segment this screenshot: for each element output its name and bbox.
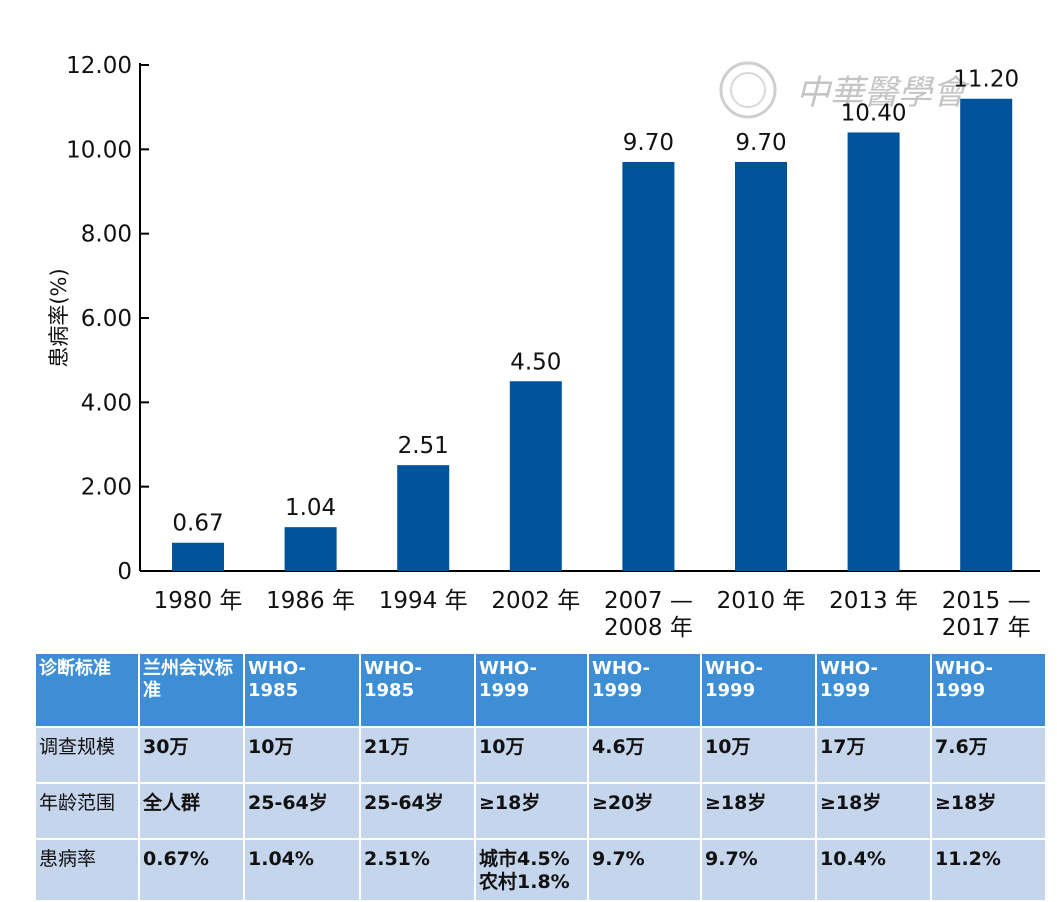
y-tick-label: 2.00 [81, 475, 132, 501]
table-header-row: 诊断标准 兰州会议标准 WHO-1985 WHO-1985 WHO-1999 W… [36, 654, 1045, 726]
header-cell: WHO-1999 [817, 654, 930, 726]
row-label: 患病率 [36, 840, 138, 900]
table-row: 患病率 0.67% 1.04% 2.51% 城市4.5% 农村1.8% 9.7%… [36, 840, 1045, 900]
x-tick-label: 2002 年 [491, 588, 580, 614]
table-cell: 城市4.5% 农村1.8% [476, 840, 587, 900]
axes: 0 2.00 4.00 6.00 8.00 10.00 12.00 [66, 53, 1040, 585]
watermark: 中華醫學會 [719, 61, 971, 119]
table-cell: ≥18岁 [702, 784, 815, 838]
y-tick-label: 6.00 [81, 306, 132, 332]
row-label: 年龄范围 [36, 784, 138, 838]
data-label: 2.51 [398, 433, 449, 459]
data-label: 4.50 [510, 349, 561, 375]
table-cell: ≥18岁 [476, 784, 587, 838]
x-tick-label: 1980 年 [154, 588, 243, 614]
data-label: 1.04 [285, 495, 336, 521]
y-tick-label: 0 [117, 559, 132, 585]
x-tick-label: 2013 年 [829, 588, 918, 614]
table-cell: 全人群 [140, 784, 243, 838]
header-cell: 兰州会议标准 [140, 654, 243, 726]
header-cell: WHO-1999 [589, 654, 700, 726]
table-cell: ≥18岁 [932, 784, 1045, 838]
bar [960, 98, 1013, 571]
bar [847, 132, 900, 571]
data-labels: 0.67 1.04 2.51 4.50 9.70 9.70 10.40 11.20 [172, 67, 1019, 537]
header-cell: WHO-1985 [245, 654, 359, 726]
table-cell: 10万 [476, 728, 587, 782]
table-cell: 2.51% [361, 840, 474, 900]
watermark-seal-icon [719, 61, 777, 119]
table-cell: 0.67% [140, 840, 243, 900]
header-cell: 诊断标准 [36, 654, 138, 726]
header-cell: WHO-1999 [702, 654, 815, 726]
data-label: 11.20 [953, 67, 1019, 93]
header-cell: WHO-1985 [361, 654, 474, 726]
x-tick-label: 1986 年 [266, 588, 355, 614]
table-cell: 11.2% [932, 840, 1045, 900]
bar [172, 542, 224, 571]
data-label: 9.70 [735, 130, 786, 156]
data-label: 9.70 [623, 130, 674, 156]
table-cell: 17万 [817, 728, 930, 782]
table-cell: 10.4% [817, 840, 930, 900]
table-row: 年龄范围 全人群 25-64岁 25-64岁 ≥18岁 ≥20岁 ≥18岁 ≥1… [36, 784, 1045, 838]
header-cell: WHO-1999 [476, 654, 587, 726]
x-tick-label: 2010 年 [717, 588, 806, 614]
table-cell: ≥20岁 [589, 784, 700, 838]
criteria-table: 诊断标准 兰州会议标准 WHO-1985 WHO-1985 WHO-1999 W… [34, 652, 1047, 902]
y-axis-title: 患病率(%) [47, 268, 71, 367]
y-axis-title-group: 患病率(%) [47, 268, 71, 367]
bar [284, 527, 337, 571]
table-cell: 9.7% [589, 840, 700, 900]
table-cell: ≥18岁 [817, 784, 930, 838]
x-tick-label: 1994 年 [379, 588, 468, 614]
y-tick-label: 8.00 [81, 222, 132, 248]
x-tick-label: 2007 —2008 年 [604, 588, 693, 641]
bar-chart: 中華醫學會 0 2.00 4.00 6.00 8.00 10.00 12.00 0.67 1.… [47, 53, 1040, 641]
header-cell: WHO-1999 [932, 654, 1045, 726]
table-cell: 25-64岁 [245, 784, 359, 838]
y-tick-label: 10.00 [66, 137, 132, 163]
table-cell: 25-64岁 [361, 784, 474, 838]
table-cell: 9.7% [702, 840, 815, 900]
table-row: 调查规模 30万 10万 21万 10万 4.6万 10万 17万 7.6万 [36, 728, 1045, 782]
y-tick-label: 12.00 [66, 53, 132, 79]
table-cell: 7.6万 [932, 728, 1045, 782]
table-cell: 30万 [140, 728, 243, 782]
row-label: 调查规模 [36, 728, 138, 782]
watermark-text: 中華醫學會 [796, 73, 971, 113]
bar [735, 161, 787, 571]
bar [397, 465, 450, 571]
x-tick-label: 2015 —2017 年 [942, 588, 1031, 641]
table-cell: 4.6万 [589, 728, 700, 782]
watermark-seal-inner [730, 72, 766, 108]
table-cell: 10万 [245, 728, 359, 782]
bar [622, 161, 675, 571]
category-labels: 1980 年 1986 年 1994 年 2002 年 2007 —2008 年 2010… [154, 588, 1031, 641]
table-cell: 1.04% [245, 840, 359, 900]
data-label: 10.40 [841, 100, 907, 126]
bar [509, 381, 562, 571]
bars [172, 98, 1013, 571]
table-cell: 21万 [361, 728, 474, 782]
table-cell: 10万 [702, 728, 815, 782]
data-label: 0.67 [172, 511, 223, 537]
y-tick-label: 4.00 [81, 390, 132, 416]
